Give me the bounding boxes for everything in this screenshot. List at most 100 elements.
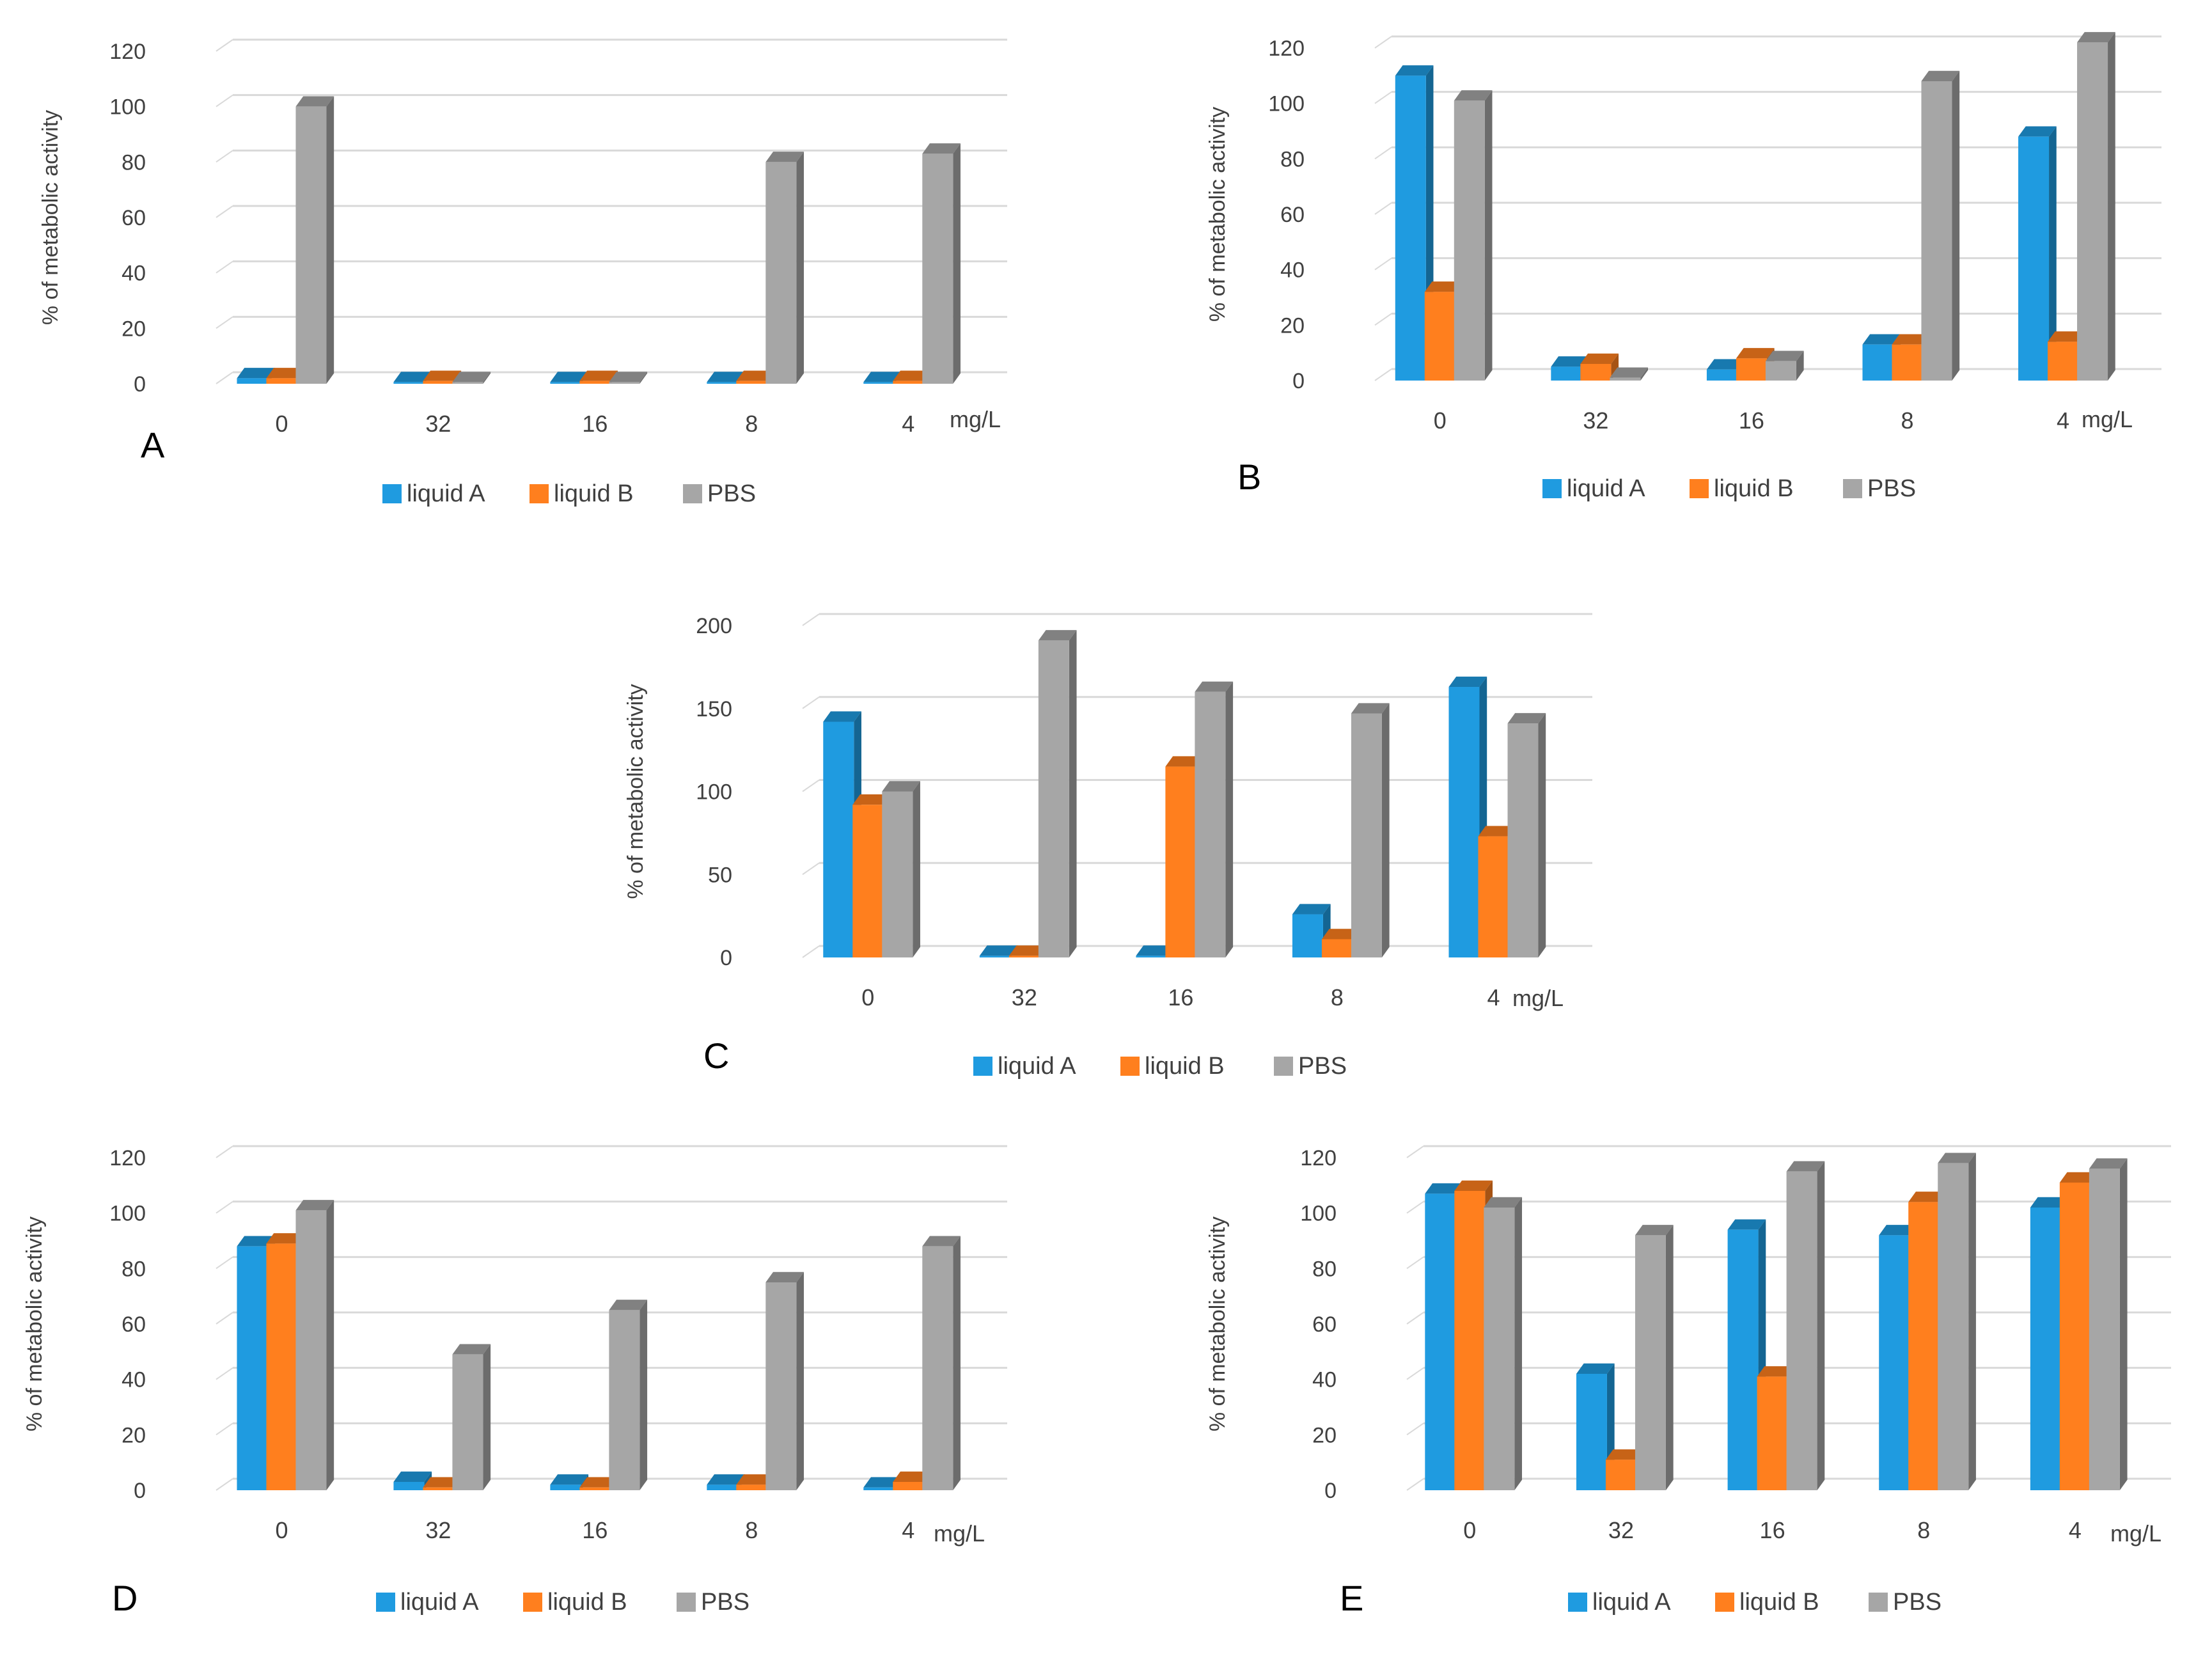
grid-diagonal xyxy=(216,260,233,274)
bar-e-pbs-32 xyxy=(1635,1225,1674,1490)
grid-diagonal xyxy=(1406,1312,1424,1325)
x-tick-label: 8 xyxy=(745,1517,758,1543)
legend-swatch xyxy=(1843,479,1862,498)
grid-diagonal xyxy=(216,39,233,52)
grid-diagonal xyxy=(802,613,820,626)
y-tick-label: 60 xyxy=(1312,1312,1337,1337)
grid-diagonal xyxy=(1374,257,1392,271)
y-tick-label: 0 xyxy=(1292,369,1305,393)
panel-letter: E xyxy=(1340,1578,1363,1618)
y-tick-label: 100 xyxy=(696,780,732,805)
grid-diagonal xyxy=(1374,146,1392,160)
y-tick-label: 150 xyxy=(696,697,732,721)
bar-d-pbs-4 xyxy=(922,1236,961,1490)
legend-swatch xyxy=(1274,1057,1293,1076)
x-tick-label: 0 xyxy=(861,984,874,1011)
legend-swatch xyxy=(1690,479,1709,498)
legend-label: PBS xyxy=(707,480,756,507)
y-tick-label: 120 xyxy=(109,40,146,64)
grid-diagonal xyxy=(1406,1200,1424,1214)
legend-label: PBS xyxy=(1867,475,1916,502)
y-tick-label: 0 xyxy=(720,946,732,970)
x-tick-label: 8 xyxy=(745,411,758,437)
x-tick-label: 16 xyxy=(1760,1517,1785,1543)
legend: liquid A liquid B PBS xyxy=(1568,1589,1941,1616)
legend-swatch xyxy=(1542,479,1562,498)
grid-diagonal xyxy=(216,1256,233,1270)
grid-diagonal xyxy=(216,1478,233,1491)
grid-diagonal xyxy=(1406,1256,1424,1270)
y-tick-label: 50 xyxy=(708,863,732,887)
bar-e-pbs-0 xyxy=(1484,1197,1523,1490)
legend-label: PBS xyxy=(701,1589,749,1616)
x-tick-label: 32 xyxy=(425,1517,451,1543)
x-unit-label: mg/L xyxy=(1512,985,1564,1011)
bar-e-pbs-16 xyxy=(1786,1161,1825,1490)
bar-e-liquid-a-16 xyxy=(1727,1219,1766,1490)
grid-diagonal xyxy=(1374,313,1392,326)
x-tick-label: 8 xyxy=(1901,407,1913,434)
y-tick-label: 20 xyxy=(122,317,146,341)
legend-label: liquid A xyxy=(407,480,485,507)
bar-e-pbs-8 xyxy=(1938,1153,1976,1490)
grid-diagonal xyxy=(802,945,820,958)
grid-diagonal xyxy=(1374,91,1392,104)
legend-swatch xyxy=(523,1593,542,1612)
grid-diagonal xyxy=(216,94,233,107)
y-tick-label: 100 xyxy=(109,95,146,120)
x-tick-label: 32 xyxy=(1583,407,1608,434)
x-tick-label: 16 xyxy=(1168,984,1193,1011)
y-tick-label: 200 xyxy=(696,614,732,638)
grid-diagonal xyxy=(1406,1422,1424,1436)
y-tick-label: 0 xyxy=(134,372,146,397)
bar-c-pbs-8 xyxy=(1351,703,1390,957)
x-tick-label: 16 xyxy=(582,1517,608,1543)
y-tick-label: 80 xyxy=(1312,1257,1337,1281)
x-unit-label: mg/L xyxy=(2110,1520,2161,1547)
y-axis-label: % of metabolic activity xyxy=(38,110,63,325)
x-tick-label: 32 xyxy=(1012,984,1037,1011)
y-tick-label: 120 xyxy=(109,1146,146,1170)
grid-diagonal xyxy=(1406,1145,1424,1158)
legend-swatch xyxy=(973,1057,992,1076)
y-tick-label: 0 xyxy=(1324,1479,1337,1503)
y-tick-label: 60 xyxy=(122,206,146,230)
x-tick-label: 16 xyxy=(1739,407,1764,434)
grid-diagonal xyxy=(1406,1367,1424,1380)
panel-letter: B xyxy=(1237,457,1261,497)
legend-swatch xyxy=(376,1593,395,1612)
legend-swatch xyxy=(1568,1593,1587,1612)
x-tick-label: 0 xyxy=(275,411,288,437)
x-tick-label: 4 xyxy=(2069,1517,2082,1543)
bar-a-pbs-0 xyxy=(295,96,334,384)
panel-letter: A xyxy=(141,425,165,465)
bar-b-pbs-16 xyxy=(1765,350,1804,381)
legend-label: liquid B xyxy=(1739,1589,1819,1616)
y-tick-label: 100 xyxy=(1268,92,1305,116)
y-tick-label: 40 xyxy=(1280,258,1305,283)
legend-swatch xyxy=(677,1593,696,1612)
y-tick-label: 40 xyxy=(1312,1368,1337,1392)
bar-c-pbs-4 xyxy=(1507,712,1546,957)
grid-diagonal xyxy=(802,862,820,876)
y-tick-label: 40 xyxy=(122,1368,146,1392)
bar-c-pbs-0 xyxy=(882,781,920,957)
bar-b-pbs-0 xyxy=(1454,90,1493,381)
y-tick-label: 80 xyxy=(122,1257,146,1281)
grid-diagonal xyxy=(216,1312,233,1325)
y-tick-label: 40 xyxy=(122,262,146,286)
y-tick-label: 20 xyxy=(1312,1423,1337,1447)
x-tick-label: 32 xyxy=(425,411,451,437)
x-tick-label: 4 xyxy=(1487,984,1500,1011)
grid-diagonal xyxy=(216,1422,233,1436)
legend-swatch xyxy=(683,484,702,503)
bar-b-pbs-32 xyxy=(1610,367,1649,381)
y-axis-label: % of metabolic activity xyxy=(624,684,648,899)
x-tick-label: 8 xyxy=(1331,984,1344,1011)
y-tick-label: 80 xyxy=(1280,147,1305,171)
legend-swatch xyxy=(1869,1593,1888,1612)
x-tick-label: 0 xyxy=(275,1517,288,1543)
grid-diagonal xyxy=(216,205,233,218)
y-tick-label: 120 xyxy=(1300,1146,1337,1170)
x-unit-label: mg/L xyxy=(934,1520,985,1547)
